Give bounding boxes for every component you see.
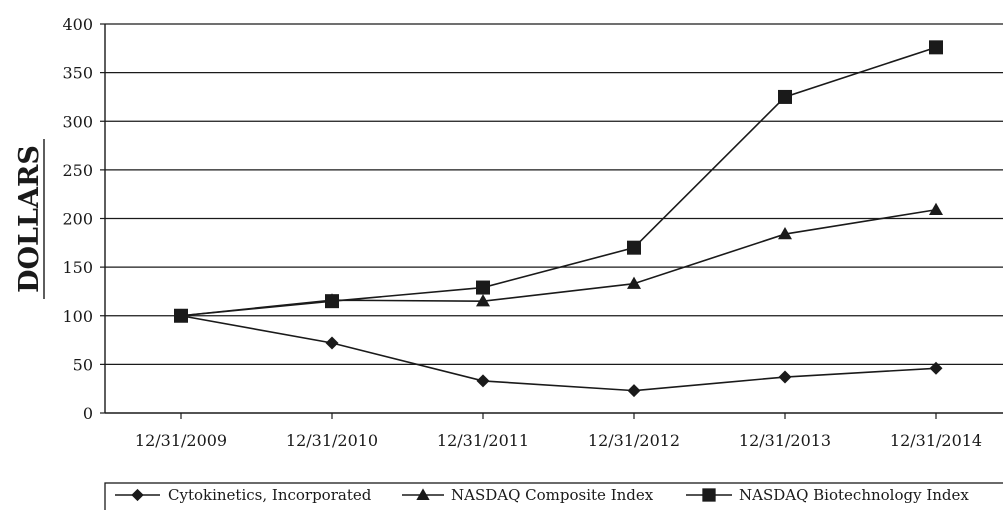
y-tick-label: 300 — [62, 112, 93, 131]
x-tick-label: 12/31/2011 — [437, 431, 529, 450]
data-point-triangle — [778, 227, 792, 240]
x-tick-label: 12/31/2012 — [588, 431, 680, 450]
y-tick-label: 150 — [62, 258, 93, 277]
data-point-diamond — [325, 336, 339, 350]
x-tick-label: 12/31/2010 — [286, 431, 378, 450]
series-triangle — [174, 202, 943, 321]
x-tick-label: 12/31/2013 — [739, 431, 831, 450]
y-tick-label: 0 — [83, 404, 93, 423]
x-tick-label: 12/31/2009 — [135, 431, 227, 450]
data-point-square — [627, 240, 641, 255]
data-point-triangle — [929, 202, 943, 215]
x-axis-ticks: 12/31/2009 12/31/2010 12/31/2011 12/31/2012… — [135, 413, 982, 450]
legend-marker-square — [702, 488, 716, 502]
series-line-triangle — [180, 208, 937, 317]
data-point-square — [929, 40, 943, 55]
legend-label: NASDAQ Biotechnology Index — [739, 486, 969, 504]
data-point-triangle — [476, 294, 490, 307]
data-point-diamond — [929, 361, 943, 375]
y-tick-label: 250 — [62, 161, 93, 180]
axes — [104, 24, 1003, 414]
legend-marker-diamond — [131, 488, 144, 502]
data-point-diamond — [476, 374, 490, 388]
series-square — [174, 40, 943, 323]
y-tick-label: 200 — [62, 210, 93, 229]
y-axis-ticks: 0 50 100 150 200 250 300 350 400 — [62, 15, 105, 423]
series-lines — [174, 40, 943, 398]
data-point-square — [325, 294, 339, 309]
legend: Cytokinetics, Incorporated NASDAQ Composi… — [104, 482, 1003, 510]
legend-item: Cytokinetics, Incorporated — [115, 486, 372, 504]
data-point-square — [778, 89, 792, 104]
y-tick-label: 50 — [73, 355, 93, 374]
y-axis-label-group: DOLLARS — [14, 139, 45, 299]
legend-item: NASDAQ Composite Index — [402, 486, 654, 504]
y-tick-label: 100 — [62, 307, 93, 326]
legend-label: Cytokinetics, Incorporated — [168, 486, 372, 504]
legend-marker-triangle — [416, 488, 430, 500]
legend-label: NASDAQ Composite Index — [451, 486, 654, 504]
data-point-triangle — [627, 276, 641, 289]
y-axis-label: DOLLARS — [14, 145, 45, 293]
legend-item: NASDAQ Biotechnology Index — [686, 486, 969, 504]
series-line-square — [180, 46, 937, 317]
gridlines — [105, 23, 1003, 366]
data-point-square — [476, 280, 490, 295]
series-diamond — [174, 309, 943, 398]
legend-box — [104, 482, 1003, 510]
series-line-diamond — [180, 314, 937, 392]
x-tick-label: 12/31/2014 — [890, 431, 982, 450]
y-tick-label: 400 — [62, 15, 93, 34]
data-point-square — [174, 308, 188, 323]
y-tick-label: 350 — [62, 64, 93, 83]
data-point-diamond — [627, 384, 641, 398]
data-point-diamond — [778, 370, 792, 384]
